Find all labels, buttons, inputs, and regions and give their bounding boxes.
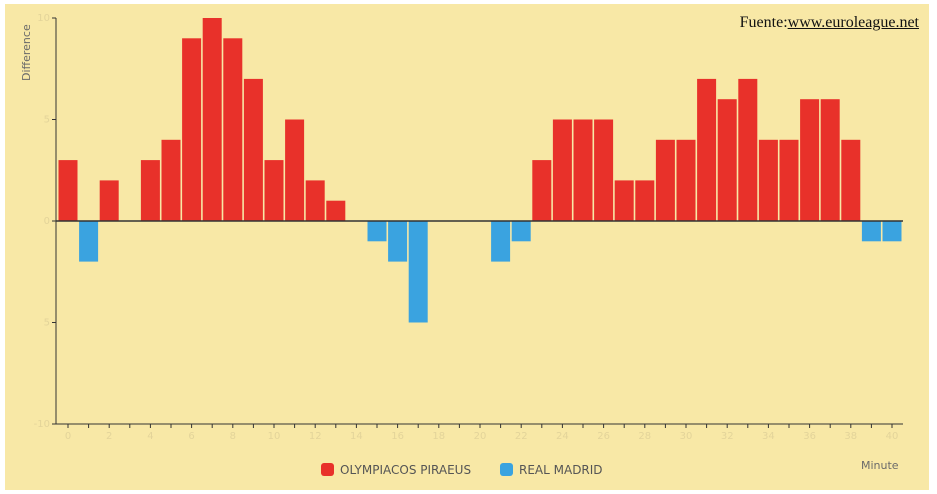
bar-minute-6: [182, 38, 202, 221]
bar-minute-40: [882, 221, 902, 242]
bar-minute-34: [758, 139, 778, 221]
y-tick-label: -10: [34, 419, 50, 430]
x-tick-label: 26: [597, 431, 610, 442]
x-tick-label: 22: [515, 431, 528, 442]
x-tick-label: 14: [350, 431, 363, 442]
y-axis-label: Difference: [20, 24, 33, 81]
x-tick-label: 30: [680, 431, 693, 442]
bar-minute-17: [408, 221, 428, 323]
bar-minute-24: [552, 119, 572, 221]
x-tick-label: 8: [230, 431, 236, 442]
x-tick-label: 24: [556, 431, 569, 442]
bar-minute-1: [79, 221, 99, 262]
bar-minute-35: [779, 139, 799, 221]
y-tick-label: 5: [44, 318, 50, 329]
bar-minute-31: [697, 78, 717, 222]
x-tick-label: 16: [391, 431, 404, 442]
bar-minute-32: [717, 99, 737, 221]
chart-frame: 10 5 0 5 -10 0 2 4 6 8 10 12 14 16 18 20 22 24 26 28 30 32 34…: [5, 4, 929, 490]
bar-minute-25: [573, 119, 593, 221]
y-tick-label: 0: [44, 216, 50, 227]
x-tick-label: 4: [147, 431, 153, 442]
x-tick-label: 34: [762, 431, 775, 442]
legend: OLYMPIACOS PIRAEUS REAL MADRID: [321, 463, 603, 477]
x-tick-label: 2: [106, 431, 112, 442]
x-tick-label: 38: [844, 431, 857, 442]
legend-label: REAL MADRID: [519, 463, 603, 477]
bar-minute-16: [388, 221, 408, 262]
x-tick-label: 10: [268, 431, 281, 442]
x-tick-label: 40: [886, 431, 899, 442]
y-tick-label: 10: [37, 13, 50, 24]
bar-minute-15: [367, 221, 387, 242]
bar-minute-37: [820, 99, 840, 221]
bar-minute-0: [58, 160, 78, 221]
bars-group: [58, 18, 902, 323]
bar-minute-36: [800, 99, 820, 221]
bar-minute-8: [223, 38, 243, 221]
bar-minute-7: [202, 18, 222, 221]
x-tick-label: 18: [432, 431, 445, 442]
bar-minute-39: [861, 221, 881, 242]
y-ticks-group: 10 5 0 5 -10: [34, 13, 56, 430]
bar-minute-21: [491, 221, 511, 262]
source-prefix: Fuente:: [739, 14, 788, 31]
x-tick-label: 32: [721, 431, 734, 442]
bar-minute-30: [676, 139, 696, 221]
bar-minute-5: [161, 139, 181, 221]
bar-minute-11: [285, 119, 305, 221]
bar-minute-4: [140, 160, 160, 221]
x-axis-label: Minute: [861, 459, 899, 472]
bar-minute-13: [326, 200, 346, 221]
bar-minute-27: [614, 180, 634, 221]
bar-minute-26: [594, 119, 614, 221]
legend-swatch: [321, 463, 334, 476]
bar-minute-23: [532, 160, 552, 221]
x-tick-label: 20: [474, 431, 487, 442]
bar-minute-12: [305, 180, 325, 221]
bar-minute-38: [841, 139, 861, 221]
x-tick-label: 28: [638, 431, 651, 442]
bar-minute-28: [635, 180, 655, 221]
source-credit: Fuente:www.euroleague.net: [740, 14, 919, 32]
bar-minute-22: [511, 221, 531, 242]
x-ticks-group: 0 2 4 6 8 10 12 14 16 18 20 22 24 26 28 30 32 34 36 38 40: [65, 424, 899, 442]
bar-minute-9: [243, 78, 263, 222]
bar-minute-10: [264, 160, 284, 221]
x-tick-label: 12: [309, 431, 322, 442]
bar-minute-2: [99, 180, 119, 221]
bar-minute-29: [655, 139, 675, 221]
legend-label: OLYMPIACOS PIRAEUS: [340, 463, 471, 477]
source-link[interactable]: www.euroleague.net: [787, 14, 919, 31]
x-tick-label: 36: [803, 431, 816, 442]
y-tick-label: 5: [44, 115, 50, 126]
bar-minute-33: [738, 78, 758, 222]
x-tick-label: 6: [188, 431, 194, 442]
legend-swatch: [500, 463, 513, 476]
x-tick-label: 0: [65, 431, 71, 442]
